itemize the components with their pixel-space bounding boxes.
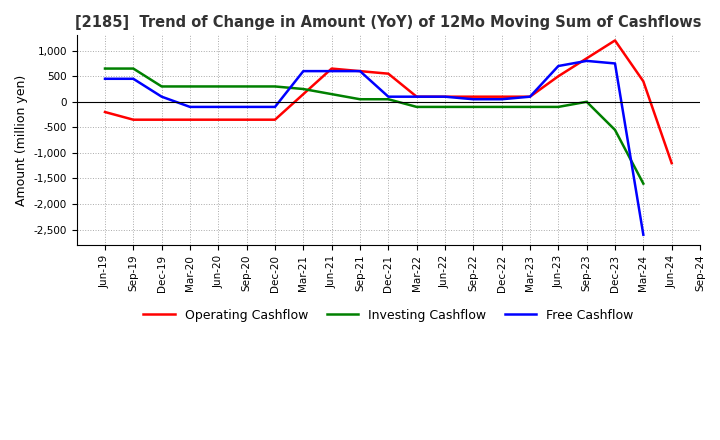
Investing Cashflow — [328, 92, 336, 97]
Legend: Operating Cashflow, Investing Cashflow, Free Cashflow: Operating Cashflow, Investing Cashflow, … — [138, 304, 639, 327]
Free Cashflow — [214, 104, 222, 110]
Investing Cashflow — [243, 84, 251, 89]
Investing Cashflow — [498, 104, 506, 110]
Investing Cashflow — [214, 84, 222, 89]
Operating Cashflow — [356, 69, 364, 74]
Operating Cashflow — [328, 66, 336, 71]
Free Cashflow — [611, 61, 619, 66]
Free Cashflow — [413, 94, 421, 99]
Free Cashflow — [158, 94, 166, 99]
Free Cashflow — [384, 94, 392, 99]
Free Cashflow — [582, 58, 591, 63]
Operating Cashflow — [214, 117, 222, 122]
Free Cashflow — [441, 94, 449, 99]
Free Cashflow — [356, 69, 364, 74]
Line: Investing Cashflow: Investing Cashflow — [105, 69, 644, 183]
Investing Cashflow — [554, 104, 562, 110]
Line: Operating Cashflow: Operating Cashflow — [105, 40, 672, 163]
Free Cashflow — [469, 97, 477, 102]
Investing Cashflow — [639, 181, 648, 186]
Free Cashflow — [186, 104, 194, 110]
Operating Cashflow — [413, 94, 421, 99]
Free Cashflow — [299, 69, 307, 74]
Investing Cashflow — [611, 127, 619, 132]
Investing Cashflow — [526, 104, 534, 110]
Operating Cashflow — [554, 73, 562, 79]
Operating Cashflow — [667, 161, 676, 166]
Operating Cashflow — [582, 56, 591, 61]
Operating Cashflow — [129, 117, 138, 122]
Investing Cashflow — [384, 97, 392, 102]
Investing Cashflow — [158, 84, 166, 89]
Free Cashflow — [526, 94, 534, 99]
Investing Cashflow — [271, 84, 279, 89]
Investing Cashflow — [469, 104, 477, 110]
Investing Cashflow — [413, 104, 421, 110]
Free Cashflow — [498, 97, 506, 102]
Operating Cashflow — [243, 117, 251, 122]
Investing Cashflow — [129, 66, 138, 71]
Operating Cashflow — [611, 38, 619, 43]
Operating Cashflow — [186, 117, 194, 122]
Free Cashflow — [271, 104, 279, 110]
Y-axis label: Amount (million yen): Amount (million yen) — [15, 74, 28, 206]
Operating Cashflow — [384, 71, 392, 76]
Free Cashflow — [554, 63, 562, 69]
Free Cashflow — [243, 104, 251, 110]
Investing Cashflow — [101, 66, 109, 71]
Investing Cashflow — [582, 99, 591, 104]
Operating Cashflow — [526, 94, 534, 99]
Investing Cashflow — [356, 97, 364, 102]
Operating Cashflow — [101, 110, 109, 115]
Line: Free Cashflow: Free Cashflow — [105, 61, 644, 235]
Investing Cashflow — [441, 104, 449, 110]
Operating Cashflow — [441, 94, 449, 99]
Investing Cashflow — [186, 84, 194, 89]
Free Cashflow — [328, 69, 336, 74]
Operating Cashflow — [469, 94, 477, 99]
Operating Cashflow — [639, 79, 648, 84]
Operating Cashflow — [299, 92, 307, 97]
Free Cashflow — [101, 76, 109, 81]
Free Cashflow — [639, 232, 648, 237]
Operating Cashflow — [498, 94, 506, 99]
Investing Cashflow — [299, 86, 307, 92]
Operating Cashflow — [158, 117, 166, 122]
Free Cashflow — [129, 76, 138, 81]
Title: [2185]  Trend of Change in Amount (YoY) of 12Mo Moving Sum of Cashflows: [2185] Trend of Change in Amount (YoY) o… — [75, 15, 701, 30]
Operating Cashflow — [271, 117, 279, 122]
